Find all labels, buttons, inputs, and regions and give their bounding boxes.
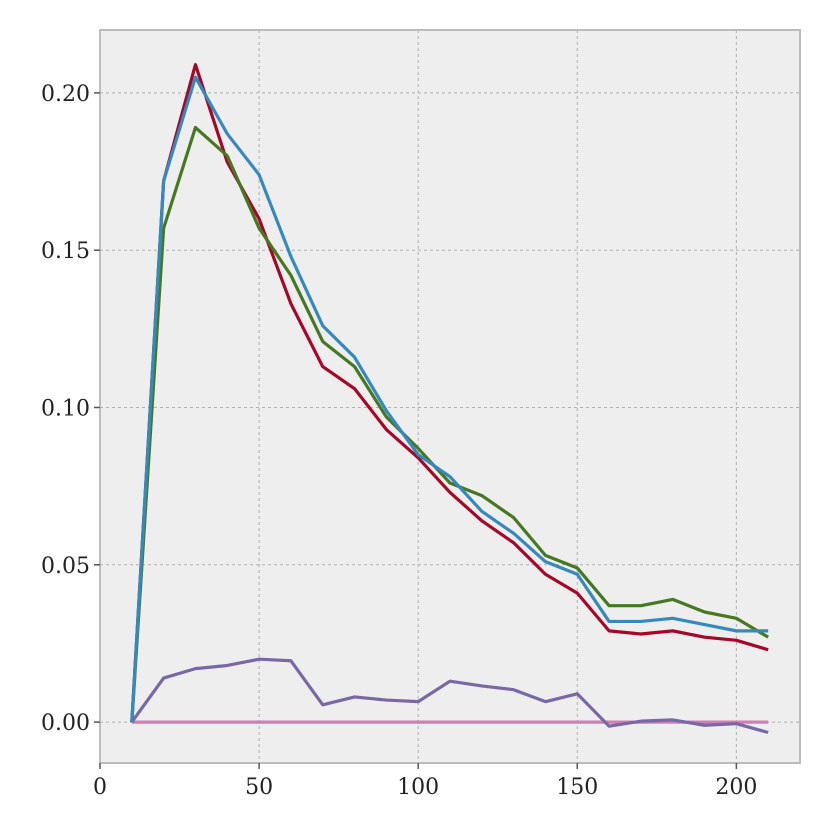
x-tick-label: 200 bbox=[715, 775, 757, 800]
y-tick-label: 0.00 bbox=[41, 711, 90, 736]
series-line-2 bbox=[130, 125, 769, 723]
x-tick-label: 50 bbox=[245, 775, 273, 800]
y-tick-label: 0.15 bbox=[41, 239, 90, 264]
series-group bbox=[130, 63, 769, 735]
y-tick-label: 0.10 bbox=[41, 397, 90, 422]
series-line-3 bbox=[130, 75, 769, 723]
plot-frame bbox=[99, 29, 801, 764]
x-tick-label: 150 bbox=[556, 775, 598, 800]
plot-area bbox=[100, 30, 800, 763]
axis-ticks: 0 50 100 150 200 0.00 0.05 0.10 0.15 0.20 bbox=[41, 82, 757, 800]
y-tick-label: 0.20 bbox=[41, 82, 90, 107]
x-tick-label: 100 bbox=[397, 775, 439, 800]
grid bbox=[99, 30, 800, 763]
x-tick-label: 0 bbox=[93, 775, 107, 800]
y-tick-label: 0.05 bbox=[41, 554, 90, 579]
series-line-4 bbox=[130, 657, 769, 735]
